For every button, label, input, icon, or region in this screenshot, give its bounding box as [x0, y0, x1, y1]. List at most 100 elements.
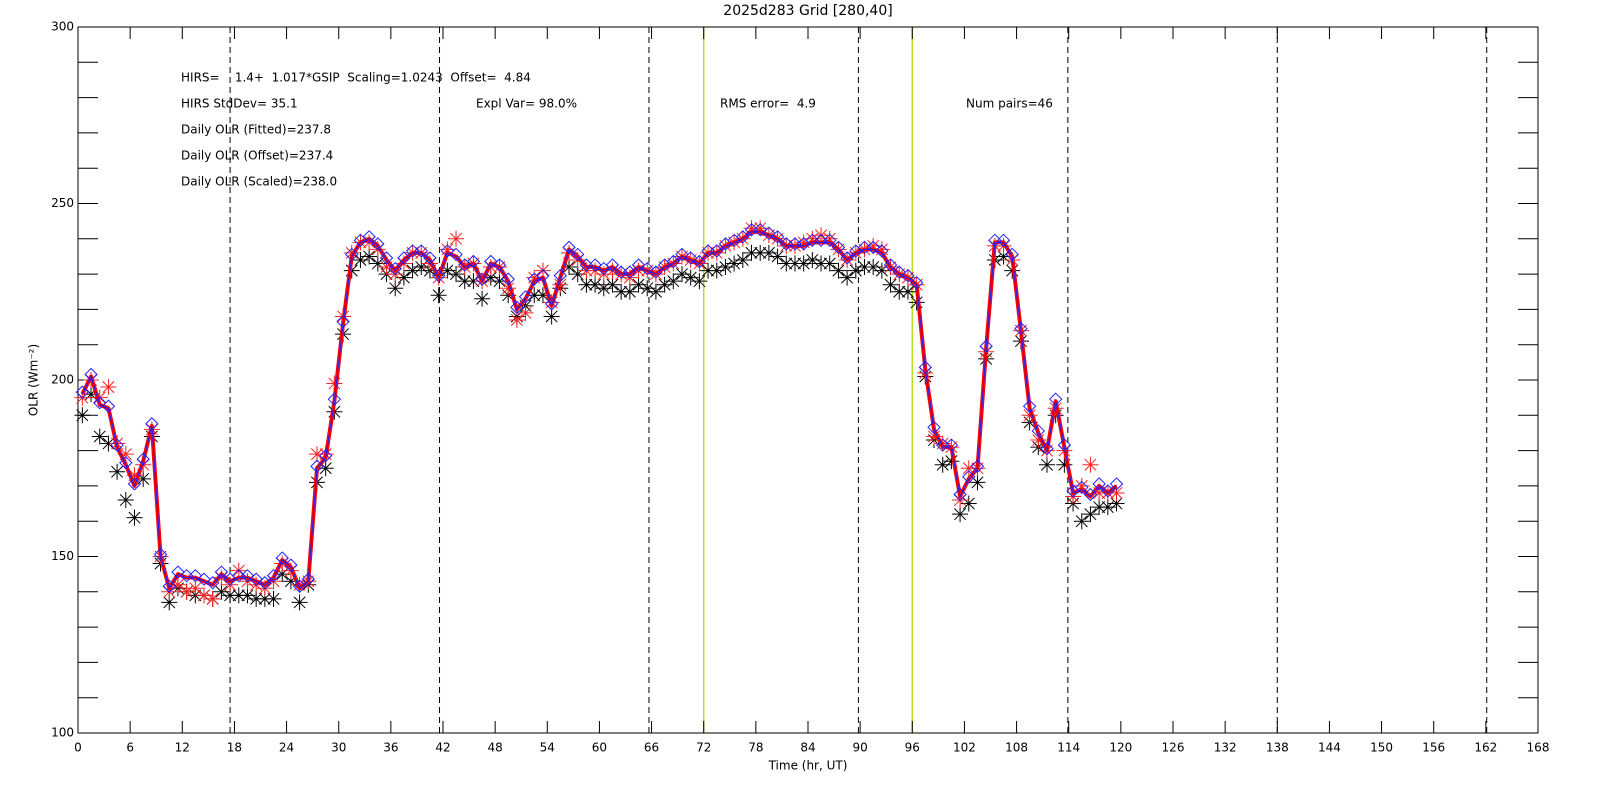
y-tick-label: 100	[51, 726, 74, 740]
x-axis-label: Time (hr, UT)	[768, 759, 848, 773]
x-tick-label: 108	[1005, 741, 1028, 755]
asterisk-marker	[1073, 477, 1090, 494]
asterisk-marker	[769, 248, 786, 265]
asterisk-marker	[413, 259, 430, 276]
asterisk-marker	[960, 495, 977, 512]
diamond-marker	[492, 258, 507, 272]
x-tick-label: 0	[74, 741, 82, 755]
annotation: HIRS= 1.4+ 1.017*GSIP Scaling=1.0243 Off…	[181, 71, 531, 85]
x-tick-label: 162	[1474, 741, 1497, 755]
x-tick-label: 102	[953, 741, 976, 755]
diamond-marker	[996, 233, 1011, 248]
asterisk-marker	[578, 276, 595, 293]
x-tick-label: 18	[227, 741, 242, 755]
asterisk-marker	[126, 467, 143, 484]
asterisk-marker	[604, 276, 621, 293]
asterisk-marker	[639, 280, 656, 297]
diamond-marker	[510, 300, 524, 315]
asterisk-marker	[430, 287, 447, 304]
diamond-marker	[397, 251, 411, 265]
diamond-marker	[153, 547, 168, 562]
asterisk-marker	[795, 234, 812, 251]
diamond-marker	[136, 452, 150, 466]
asterisk-marker	[308, 446, 325, 463]
asterisk-marker	[1073, 513, 1090, 530]
diamond-marker	[823, 233, 837, 248]
asterisk-marker	[1030, 432, 1047, 449]
asterisk-marker	[439, 262, 456, 279]
asterisk-marker	[647, 283, 664, 300]
diamond-marker	[258, 576, 272, 590]
asterisk-marker	[673, 266, 690, 283]
asterisk-marker	[534, 287, 551, 304]
diamond-marker	[901, 268, 915, 283]
asterisk-marker	[778, 255, 795, 272]
asterisk-marker	[804, 251, 821, 268]
diamond-marker	[310, 459, 324, 473]
diamond-marker	[197, 572, 211, 586]
asterisk-marker	[135, 470, 152, 487]
asterisk-marker	[491, 273, 508, 290]
asterisk-marker	[1082, 456, 1099, 473]
x-tick-label: 12	[175, 741, 190, 755]
asterisk-marker	[526, 287, 543, 304]
asterisk-marker	[1099, 499, 1116, 516]
x-tick-label: 42	[435, 741, 450, 755]
asterisk-marker	[813, 227, 830, 244]
diamond-marker	[345, 247, 359, 262]
diamond-marker	[909, 275, 924, 290]
diamond-marker	[188, 568, 203, 583]
diamond-marker	[284, 558, 298, 572]
diamond-marker	[588, 258, 602, 272]
asterisk-marker	[839, 269, 856, 286]
diamond-marker	[1083, 487, 1098, 502]
asterisk-marker	[239, 587, 256, 604]
x-tick-label: 84	[800, 741, 815, 755]
diamond-marker	[831, 240, 846, 255]
x-tick-label: 78	[748, 741, 763, 755]
diamond-marker	[336, 314, 350, 329]
diamond-marker	[449, 247, 463, 262]
asterisk-marker	[786, 255, 803, 272]
asterisk-marker	[439, 241, 456, 258]
asterisk-marker	[317, 460, 334, 477]
diamond-marker	[84, 367, 98, 382]
asterisk-marker	[74, 407, 91, 424]
asterisk-marker	[187, 580, 204, 597]
diamond-marker	[553, 268, 568, 283]
asterisk-marker	[282, 573, 299, 590]
asterisk-marker	[856, 259, 873, 276]
asterisk-marker	[1108, 495, 1125, 512]
asterisk-marker	[960, 460, 977, 477]
diamond-marker	[318, 448, 333, 463]
y-tick-label: 300	[51, 20, 74, 34]
diamond-marker	[440, 244, 455, 258]
asterisk-marker	[100, 435, 117, 452]
diamond-marker	[649, 265, 663, 279]
asterisk-marker	[656, 276, 673, 293]
asterisk-marker	[395, 269, 412, 286]
asterisk-marker	[500, 280, 517, 297]
diamond-marker	[770, 230, 785, 244]
y-axis-label: OLR (Wm⁻²)	[27, 344, 41, 416]
diamond-marker	[1075, 480, 1089, 495]
annotation: Num pairs=46	[966, 97, 1053, 111]
asterisk-marker	[248, 590, 265, 607]
diamond-marker	[162, 579, 176, 593]
asterisk-marker	[369, 255, 386, 272]
asterisk-marker	[274, 566, 291, 583]
asterisk-marker	[196, 587, 213, 604]
asterisk-marker	[482, 269, 499, 286]
asterisk-marker	[691, 273, 708, 290]
x-tick-label: 132	[1214, 741, 1237, 755]
asterisk-marker	[91, 428, 108, 445]
diamond-marker	[944, 438, 959, 452]
asterisk-marker	[361, 248, 378, 265]
asterisk-marker	[952, 506, 969, 523]
diamond-marker	[675, 247, 689, 262]
diamond-marker	[214, 565, 229, 579]
asterisk-marker	[508, 311, 525, 328]
x-tick-label: 150	[1370, 741, 1393, 755]
